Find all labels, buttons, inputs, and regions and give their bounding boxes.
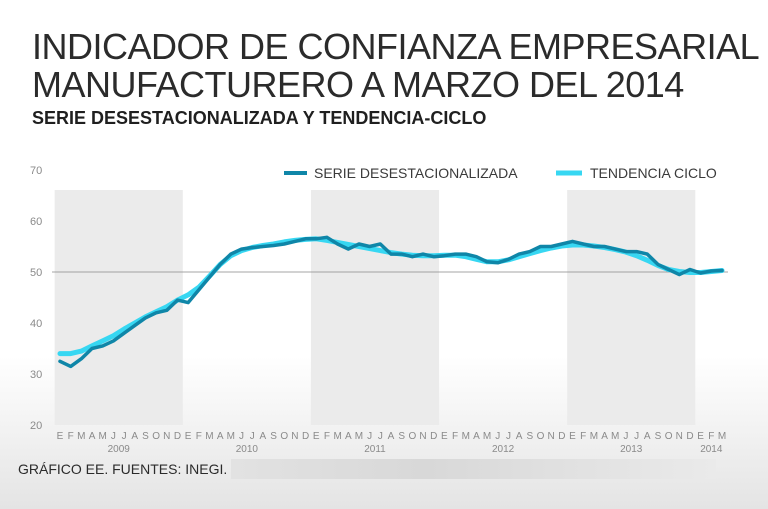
x-tick-label: O <box>408 431 416 442</box>
x-tick-label: A <box>601 431 608 442</box>
x-tick-label: O <box>152 431 160 442</box>
x-tick-label: S <box>655 431 662 442</box>
x-tick-label: M <box>611 431 619 442</box>
year-shade-2013 <box>567 190 696 425</box>
x-tick-label: O <box>537 431 545 442</box>
x-tick-label: D <box>558 431 565 442</box>
y-tick-label: 50 <box>30 267 42 279</box>
y-tick-label: 60 <box>30 216 42 228</box>
x-tick-label: N <box>291 431 298 442</box>
x-tick-label: N <box>163 431 170 442</box>
x-year-label: 2010 <box>236 444 259 455</box>
x-tick-label: O <box>665 431 673 442</box>
x-tick-label: A <box>516 431 523 442</box>
x-tick-label: F <box>708 431 714 442</box>
x-tick-label: N <box>676 431 683 442</box>
x-tick-label: D <box>430 431 437 442</box>
chart-subtitle: SERIE DESESTACIONALIZADA Y TENDENCIA-CIC… <box>32 108 487 128</box>
x-tick-label: N <box>419 431 426 442</box>
x-tick-label: F <box>68 431 74 442</box>
x-tick-label: D <box>174 431 181 442</box>
x-tick-label: E <box>57 431 64 442</box>
footer: GRÁFICO EE. FUENTES: INEGI. <box>18 458 717 480</box>
x-tick-label: J <box>623 431 628 442</box>
x-tick-label: O <box>280 431 288 442</box>
x-year-label: 2012 <box>492 444 515 455</box>
x-tick-label: J <box>122 431 127 442</box>
chart-title-text-2: MANUFACTURERO A MARZO DEL 2014 <box>32 64 684 105</box>
x-tick-label: A <box>217 431 224 442</box>
x-tick-label: A <box>89 431 96 442</box>
x-year-label: 2009 <box>108 444 131 455</box>
y-axis: 20 30 40 50 60 70 <box>30 165 728 432</box>
x-year-label: 2013 <box>620 444 643 455</box>
x-tick-label: A <box>473 431 480 442</box>
footer-bar <box>231 459 717 479</box>
x-tick-label: J <box>495 431 500 442</box>
x-tick-label: A <box>388 431 395 442</box>
x-tick-label: M <box>99 431 107 442</box>
chart-title: INDICADOR DE CONFIANZA EMPRESARIAL MANUFA… <box>32 26 760 105</box>
legend-label-tendencia: TENDENCIA CICLO <box>590 165 717 181</box>
x-tick-label: E <box>441 431 448 442</box>
y-tick-label: 70 <box>30 165 42 177</box>
x-tick-label: M <box>590 431 598 442</box>
x-tick-label: S <box>398 431 405 442</box>
x-tick-label: A <box>131 431 138 442</box>
year-shading <box>54 190 696 425</box>
y-tick-label: 40 <box>30 318 42 330</box>
x-tick-label: M <box>483 431 491 442</box>
x-tick-label: F <box>580 431 586 442</box>
x-tick-label: S <box>526 431 533 442</box>
series-lines <box>57 235 725 369</box>
chart-title-text-1: INDICADOR DE CONFIANZA EMPRESARIAL <box>32 26 760 67</box>
year-shade-2011 <box>310 190 440 425</box>
x-tick-label: A <box>345 431 352 442</box>
y-tick-label: 20 <box>30 420 42 432</box>
x-tick-label: J <box>378 431 383 442</box>
x-tick-label: M <box>77 431 85 442</box>
x-tick-label: D <box>686 431 693 442</box>
series-line-serie-desestacionalizada <box>58 235 724 369</box>
legend: SERIE DESESTACIONALIZADA TENDENCIA CICLO <box>284 165 717 181</box>
x-tick-label: J <box>250 431 255 442</box>
x-tick-label: E <box>697 431 704 442</box>
x-year-label: 2011 <box>364 444 386 455</box>
x-tick-label: E <box>185 431 192 442</box>
x-tick-label: M <box>718 431 726 442</box>
x-tick-label: J <box>634 431 639 442</box>
x-tick-label: A <box>644 431 651 442</box>
legend-label-serie: SERIE DESESTACIONALIZADA <box>314 165 518 181</box>
x-tick-label: M <box>355 431 363 442</box>
x-tick-label: M <box>205 431 213 442</box>
x-year-label: 2014 <box>700 444 723 455</box>
x-tick-label: N <box>548 431 555 442</box>
chart-title-line-1: INDICADOR DE CONFIANZA EMPRESARIAL MANUFA… <box>32 26 760 105</box>
x-tick-label: F <box>452 431 458 442</box>
x-tick-label: J <box>239 431 244 442</box>
source-note: GRÁFICO EE. FUENTES: INEGI. <box>18 461 228 477</box>
x-tick-label: M <box>462 431 470 442</box>
x-tick-label: J <box>506 431 511 442</box>
x-tick-label: E <box>569 431 576 442</box>
x-tick-label: M <box>333 431 341 442</box>
x-tick-label: E <box>313 431 320 442</box>
x-tick-label: S <box>270 431 277 442</box>
x-tick-label: J <box>111 431 116 442</box>
x-tick-label: D <box>302 431 309 442</box>
x-tick-label: A <box>260 431 267 442</box>
x-tick-label: M <box>227 431 235 442</box>
x-tick-label: J <box>367 431 372 442</box>
x-tick-label: S <box>142 431 149 442</box>
x-tick-label: F <box>196 431 202 442</box>
y-tick-label: 30 <box>30 369 42 381</box>
x-tick-label: F <box>324 431 330 442</box>
